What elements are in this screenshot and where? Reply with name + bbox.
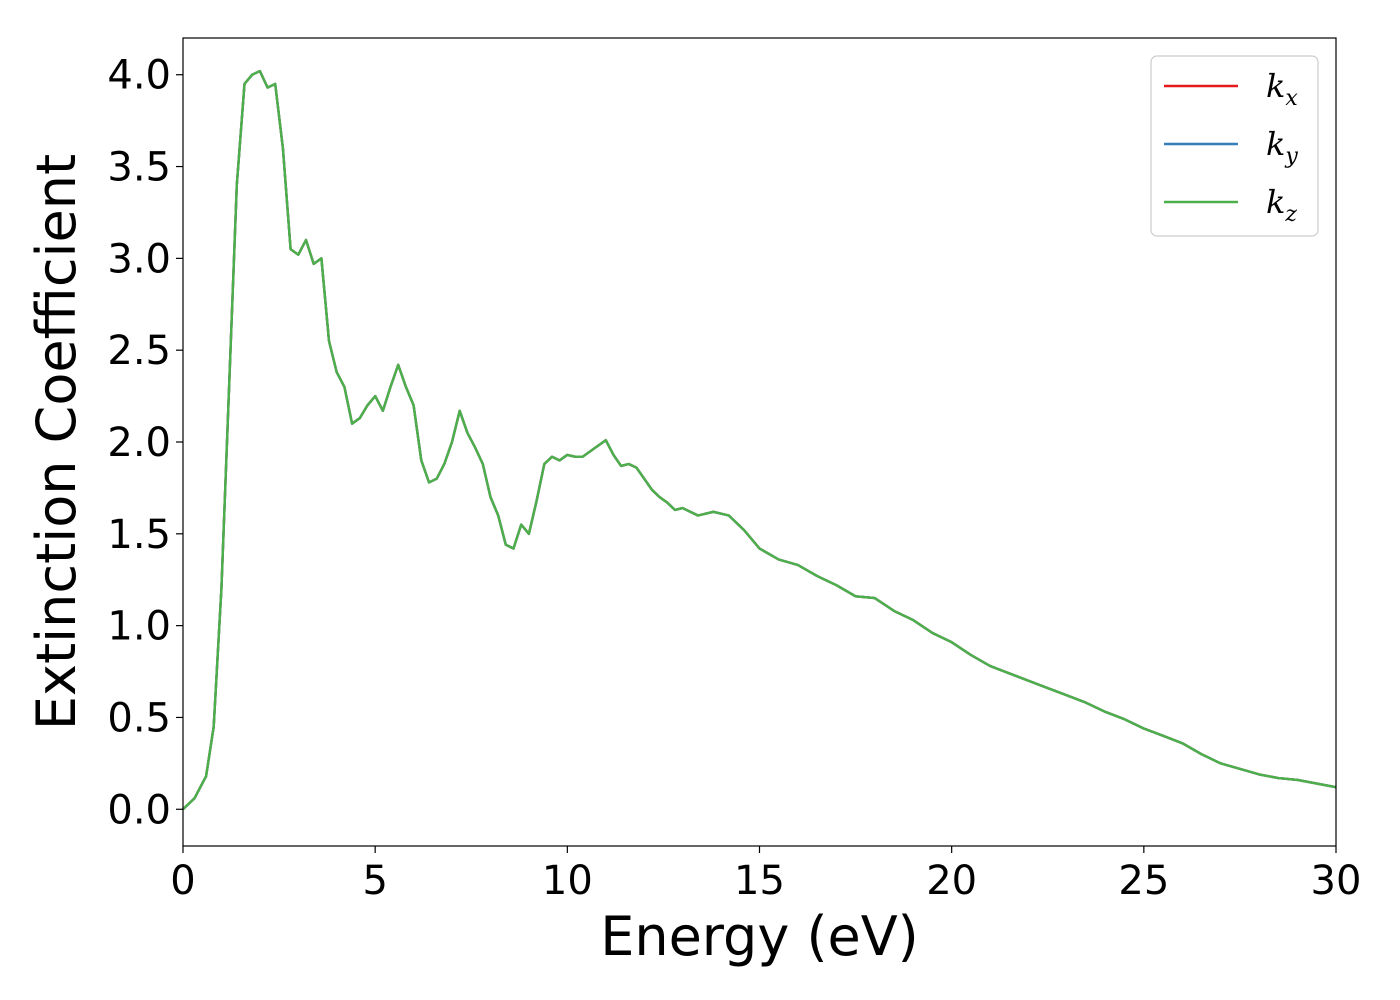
y-tick-label: 4.0 — [107, 53, 171, 99]
y-axis-title: Extinction Coefficient — [25, 154, 88, 730]
x-tick-label: 15 — [734, 858, 785, 904]
x-axis: 0 5 10 15 20 25 30 — [170, 846, 1361, 904]
legend-label-subscript: y — [1284, 144, 1298, 169]
y-axis: 0.0 0.5 1.0 1.5 2.0 2.5 3.0 3.5 4.0 — [107, 53, 183, 833]
y-tick-label: 1.0 — [107, 604, 171, 650]
x-axis-title: Energy (eV) — [600, 905, 919, 968]
legend-label-base: k — [1266, 125, 1285, 163]
x-tick-label: 20 — [926, 858, 977, 904]
y-tick-label: 1.5 — [107, 512, 171, 558]
y-tick-label: 0.0 — [107, 787, 171, 833]
x-tick-label: 25 — [1118, 858, 1169, 904]
x-tick-label: 10 — [542, 858, 593, 904]
legend-label-z: kz — [1266, 183, 1297, 227]
legend-label-base: k — [1266, 183, 1285, 221]
y-tick-label: 2.0 — [107, 420, 171, 466]
legend-label-subscript: z — [1284, 202, 1297, 227]
legend-label-base: k — [1266, 67, 1285, 105]
legend-label-x: kx — [1266, 67, 1298, 111]
legend-label-subscript: x — [1285, 86, 1298, 111]
legend-label-y: ky — [1266, 125, 1298, 169]
x-tick-label: 30 — [1311, 858, 1362, 904]
y-tick-label: 3.5 — [107, 145, 171, 191]
series-layer — [182, 69, 1337, 811]
x-tick-label: 0 — [170, 858, 195, 904]
y-tick-label: 0.5 — [107, 695, 171, 741]
x-tick-label: 5 — [362, 858, 387, 904]
y-tick-label: 3.0 — [107, 236, 171, 282]
legend-box — [1150, 55, 1319, 237]
series-line-z — [182, 69, 1337, 811]
y-tick-label: 2.5 — [107, 328, 171, 374]
